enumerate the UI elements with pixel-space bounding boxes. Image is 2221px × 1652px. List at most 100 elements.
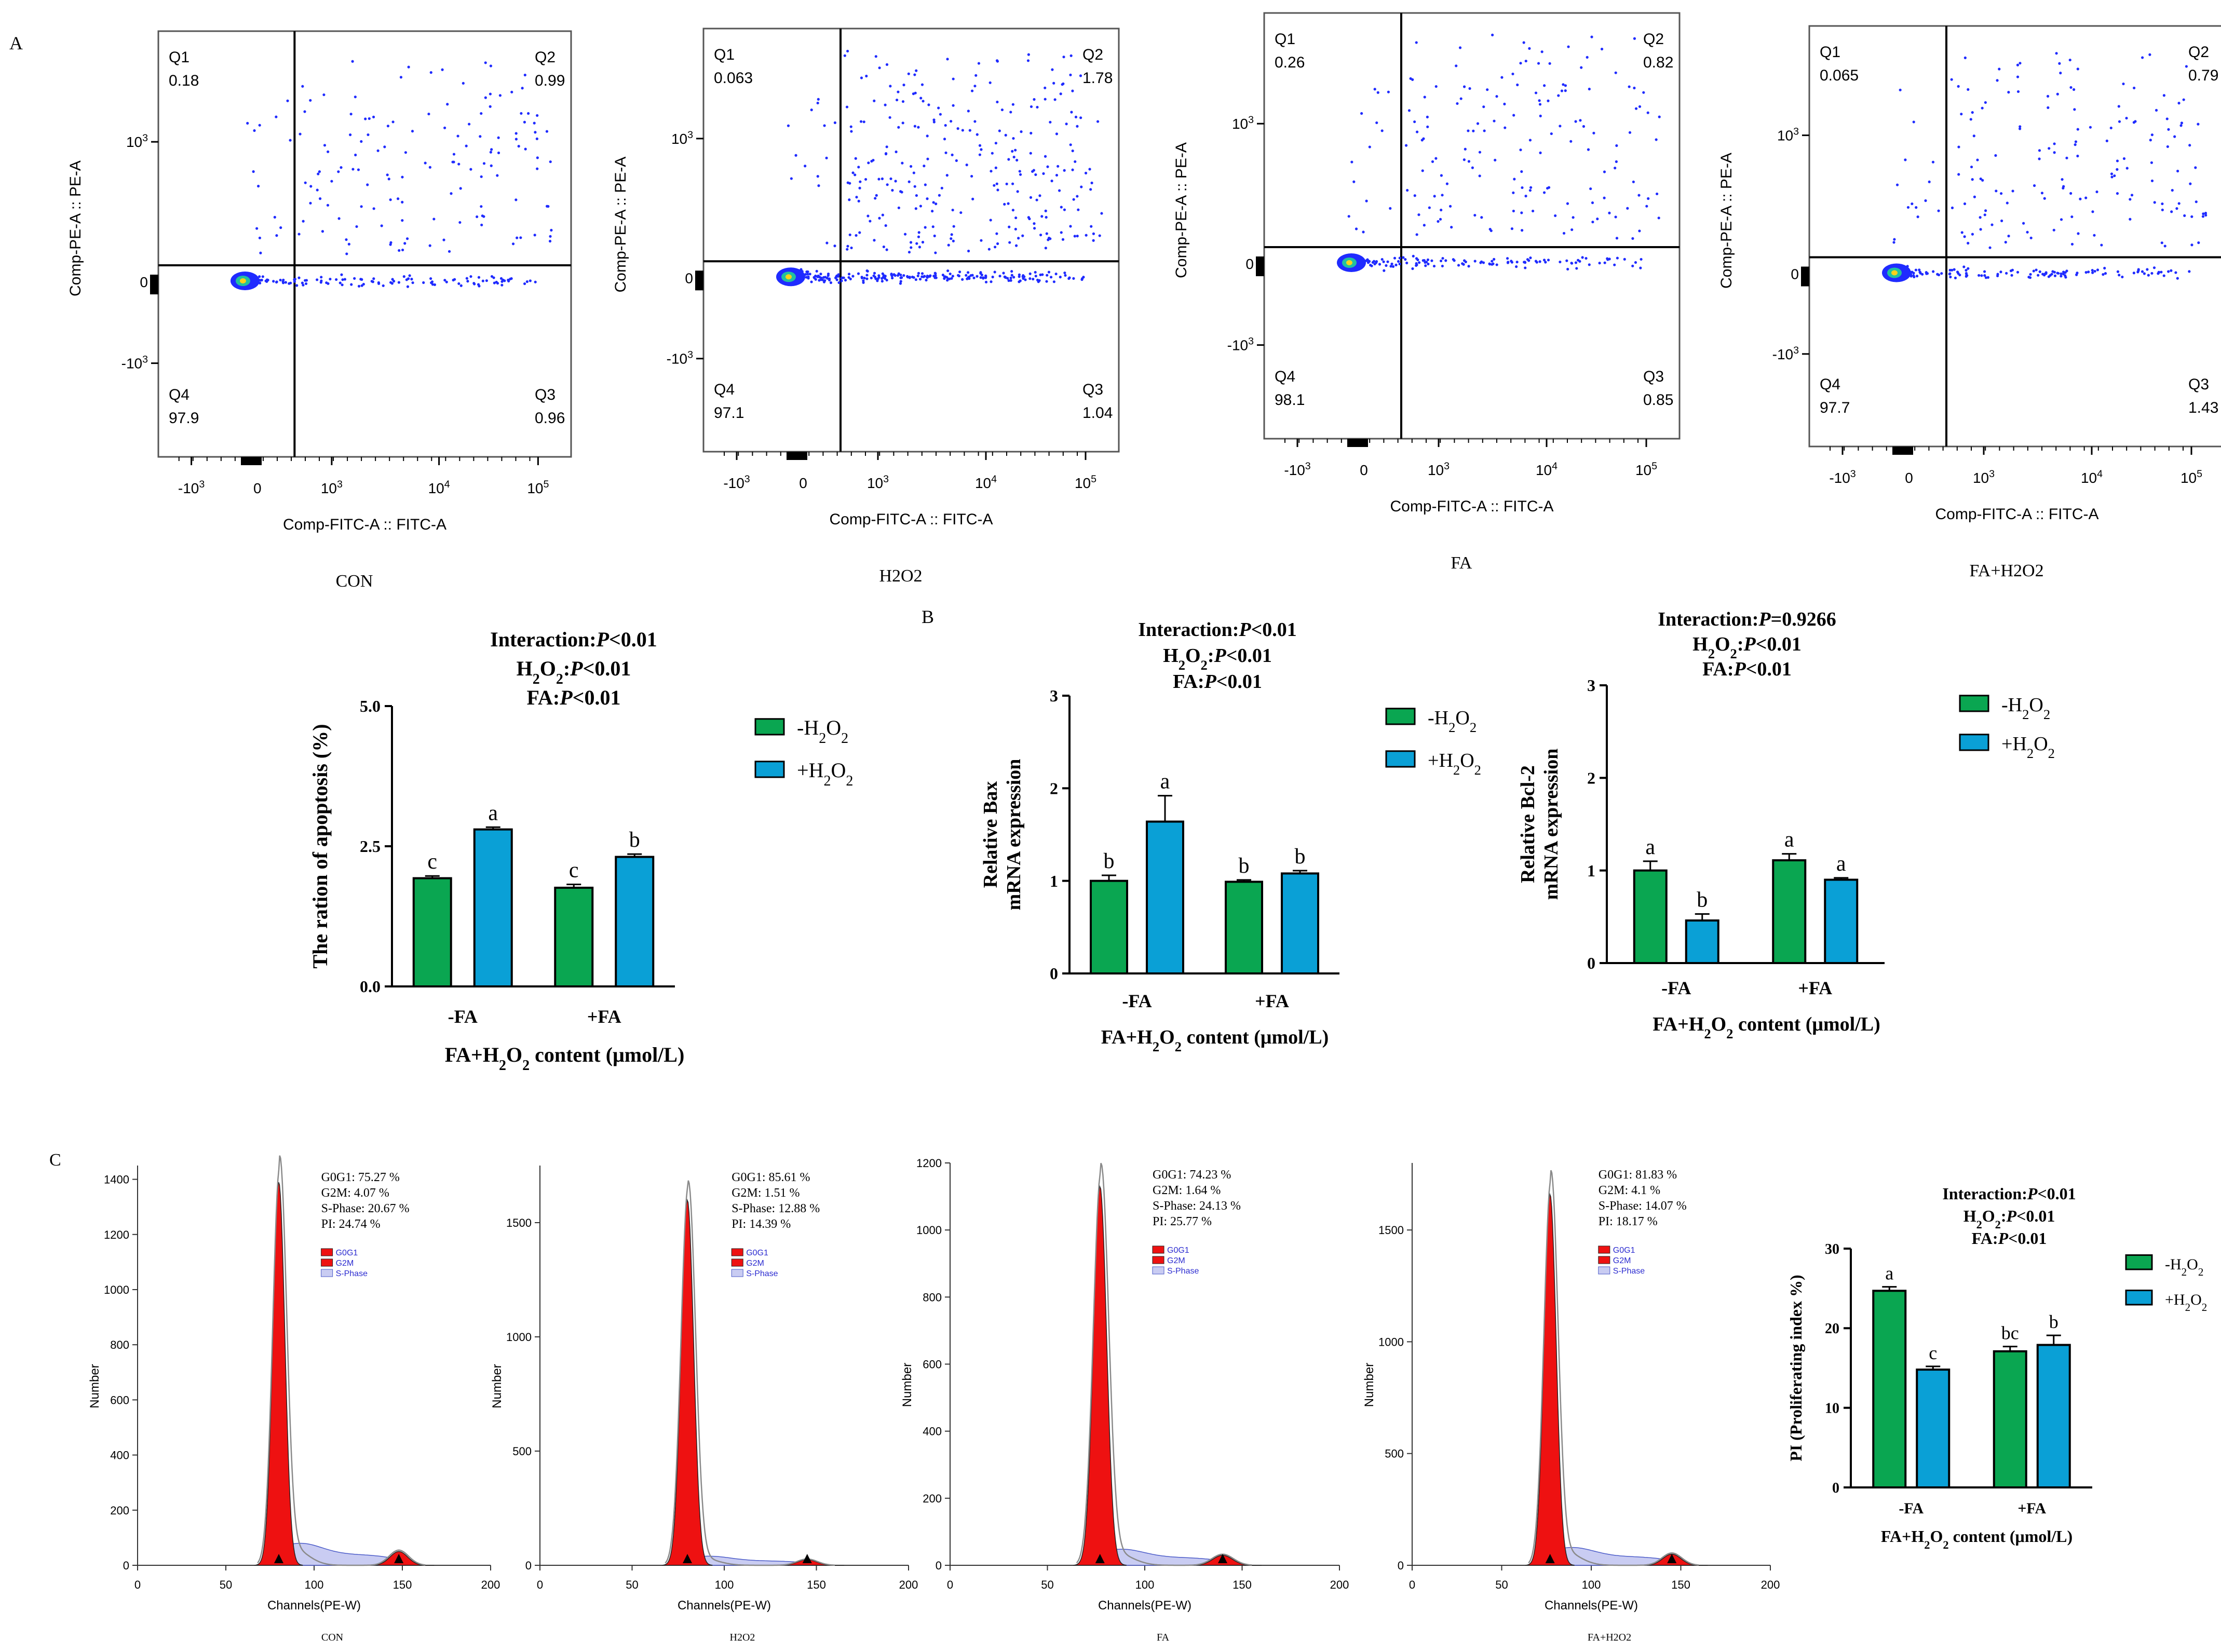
event-dot xyxy=(808,273,811,276)
event-dot xyxy=(1060,206,1063,209)
y-tick-label: 103 xyxy=(1777,126,1799,144)
event-dot xyxy=(1482,261,1485,264)
event-dot xyxy=(2061,178,2064,181)
text-run: P xyxy=(1758,608,1771,630)
event-dot xyxy=(1450,226,1453,229)
text-run: -10 xyxy=(667,351,687,367)
event-dot xyxy=(1918,268,1921,272)
event-dot xyxy=(2059,72,2062,75)
event-dot xyxy=(1456,102,1459,105)
event-dot xyxy=(805,270,808,274)
event-dot xyxy=(520,112,523,115)
event-dot xyxy=(1007,202,1010,205)
panel-label-B: B xyxy=(922,606,934,627)
text-run: O xyxy=(1460,750,1474,771)
event-dot xyxy=(340,166,343,169)
text-run: O xyxy=(2190,1291,2202,1308)
event-dot xyxy=(1473,260,1477,263)
event-dot xyxy=(2118,120,2121,123)
event-dot xyxy=(1038,194,1041,197)
event-dot xyxy=(1967,267,1970,270)
event-dot xyxy=(991,275,994,279)
event-dot xyxy=(1389,207,1392,210)
event-dot xyxy=(2091,271,2094,274)
event-dot xyxy=(1423,224,1426,227)
event-dot xyxy=(1002,272,1005,275)
event-dot xyxy=(391,278,394,281)
y-tick-label: 2 xyxy=(1050,779,1058,798)
event-dot xyxy=(1030,131,1033,135)
event-dot xyxy=(935,202,938,206)
quadrant-label: Q2 xyxy=(535,49,556,66)
event-dot xyxy=(1534,91,1538,94)
significance-letter: b xyxy=(1295,845,1306,869)
event-dot xyxy=(897,126,900,129)
y-tick-label: 600 xyxy=(923,1358,942,1371)
event-dot xyxy=(489,151,492,154)
quadrant-label: Q1 xyxy=(1275,31,1295,48)
event-dot xyxy=(2004,240,2007,244)
event-dot xyxy=(1586,56,1589,59)
event-dot xyxy=(912,276,915,279)
legend-label: -H2O2 xyxy=(2001,694,2050,722)
event-dot xyxy=(1368,145,1371,148)
event-dot xyxy=(913,185,916,188)
event-dot xyxy=(993,246,997,249)
stats-annotation: FA:P<0.01 xyxy=(1173,671,1262,693)
text-run: 2 xyxy=(823,773,831,789)
quadrant-value-q4: 97.7 xyxy=(1820,399,1850,416)
event-dot xyxy=(1406,188,1409,192)
event-dot xyxy=(994,166,997,169)
event-dot xyxy=(354,96,357,99)
event-dot xyxy=(913,125,916,128)
event-dot xyxy=(794,154,797,157)
event-dot xyxy=(502,278,505,281)
event-dot xyxy=(481,279,484,282)
event-dot xyxy=(1909,275,1913,278)
event-dot xyxy=(1009,111,1012,114)
event-dot xyxy=(1014,227,1017,231)
event-dot xyxy=(965,274,968,277)
event-dot xyxy=(837,273,840,276)
event-dot xyxy=(1538,99,1541,102)
event-dot xyxy=(1010,274,1013,277)
event-dot xyxy=(1476,122,1480,125)
event-dot xyxy=(1491,33,1494,36)
event-dot xyxy=(1076,195,1079,198)
event-dot xyxy=(1979,177,1982,181)
event-dot xyxy=(1376,91,1379,94)
event-dot xyxy=(1051,68,1054,71)
text-run: 0 xyxy=(685,270,693,286)
event-dot xyxy=(459,187,462,190)
event-dot xyxy=(480,205,483,208)
event-dot xyxy=(840,279,843,282)
event-dot xyxy=(2009,269,2013,273)
event-dot xyxy=(468,123,471,126)
event-dot xyxy=(1044,209,1047,212)
event-dot xyxy=(895,150,898,154)
event-dot xyxy=(2029,236,2033,239)
text-run: 2 xyxy=(841,730,848,747)
event-dot xyxy=(1996,273,1999,276)
y-axis-title: The ration of apoptosis (%) xyxy=(308,724,332,968)
y-tick-label: 400 xyxy=(923,1425,942,1438)
text-run: 2 xyxy=(1448,720,1455,735)
event-dot xyxy=(536,167,539,170)
event-dot xyxy=(1948,272,1952,275)
event-dot xyxy=(1634,107,1638,110)
event-dot xyxy=(837,281,841,285)
event-dot xyxy=(919,97,923,100)
event-dot xyxy=(1493,119,1496,123)
y-tick-label: -103 xyxy=(1772,345,1799,362)
event-dot xyxy=(297,276,301,279)
event-dot xyxy=(2182,98,2185,101)
event-dot xyxy=(490,148,493,151)
text-run: P xyxy=(1743,633,1756,655)
event-dot xyxy=(908,251,911,254)
event-dot xyxy=(2032,269,2035,273)
event-dot xyxy=(484,61,487,64)
text-run: 10 xyxy=(1536,462,1552,478)
x-tick-label: 150 xyxy=(1671,1578,1690,1591)
event-dot xyxy=(1628,85,1631,88)
